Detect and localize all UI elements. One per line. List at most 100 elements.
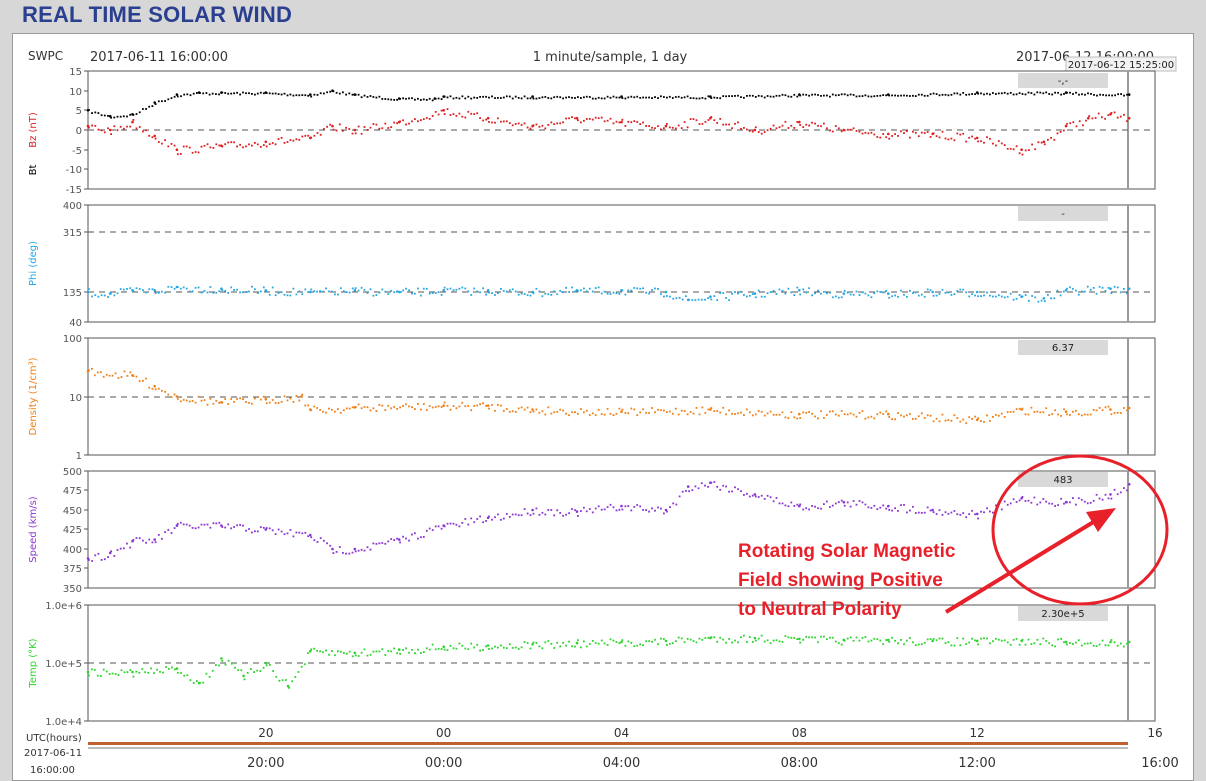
phi-data-point: [289, 294, 292, 297]
temp-data-point: [923, 642, 926, 644]
bz-bt-data-point: [648, 96, 650, 99]
bz-bt-data-point: [689, 118, 692, 120]
phi-data-point: [353, 289, 357, 292]
speed-data-point: [906, 511, 908, 514]
bz-bt-data-point: [674, 96, 677, 98]
bz-bt-data-point: [867, 132, 870, 135]
temp-data-point: [550, 642, 553, 645]
bz-bt-data-point: [353, 93, 357, 96]
temp-data-point: [603, 642, 606, 645]
temp-data-point: [980, 637, 982, 640]
bz-bt-data-point: [452, 97, 455, 100]
phi-data-point: [885, 290, 888, 292]
temp-data-point: [286, 684, 290, 688]
speed-data-point: [434, 525, 437, 528]
bz-bt-data-point: [556, 95, 559, 98]
speed-data-point: [366, 546, 369, 549]
density-data-point: [164, 390, 166, 393]
phi-data-point: [751, 293, 754, 295]
speed-data-point: [950, 511, 953, 514]
speed-data-point: [1006, 503, 1009, 506]
bz-bt-data-point: [971, 135, 973, 138]
density-data-point: [680, 409, 683, 412]
phi-data-point: [772, 289, 775, 292]
phi-data-point: [556, 293, 559, 296]
speed-data-point: [335, 551, 338, 553]
speed-data-point: [879, 506, 882, 509]
speed-data-point: [1018, 499, 1021, 502]
temp-data-point: [1095, 645, 1098, 648]
phi-data-point: [348, 291, 351, 294]
speed-data-point: [1024, 500, 1027, 502]
density-data-point: [517, 407, 520, 410]
density-data-point: [126, 375, 129, 377]
temp-data-point: [291, 680, 293, 683]
bz-bt-data-point: [393, 99, 396, 101]
annotation-line-2: Field showing Positive: [738, 570, 943, 591]
phi-data-point: [867, 294, 870, 297]
speed-data-point: [900, 504, 902, 506]
phi-ylabel: Phi (deg): [28, 241, 39, 286]
speed-ytick-label: 475: [63, 486, 82, 497]
phi-data-point: [420, 294, 422, 297]
phi-data-point: [148, 288, 151, 291]
temp-data-point: [1064, 640, 1068, 644]
bz-bt-data-point: [138, 111, 141, 114]
bz-bt-data-point: [674, 127, 677, 130]
phi-data-point: [417, 287, 419, 290]
temp-data-point: [861, 637, 864, 639]
bz-bt-data-point: [414, 118, 416, 120]
bz-bt-data-point: [947, 94, 950, 97]
density-data-point: [900, 414, 902, 417]
bz-bt-data-point: [660, 95, 662, 98]
speed-data-point: [651, 507, 653, 510]
bz-bt-data-point: [251, 93, 253, 95]
speed-data-point: [1042, 498, 1045, 500]
bz-bt-data-point: [417, 97, 419, 100]
bz-bt-data-point: [532, 97, 535, 100]
speed-data-point: [775, 497, 778, 499]
phi-data-point: [965, 291, 968, 294]
density-data-point: [262, 395, 265, 398]
temp-data-point: [1110, 639, 1113, 641]
density-data-point: [245, 401, 247, 403]
bz-bt-data-point: [935, 135, 938, 137]
annotation: Rotating Solar Magnetic Field showing Po…: [738, 454, 1169, 620]
speed-data-point: [846, 501, 849, 504]
bz-bt-data-point: [920, 131, 923, 134]
speed-data-point: [575, 510, 579, 513]
temp-data-point: [642, 644, 644, 647]
density-data-point: [470, 409, 473, 412]
bz-bt-data-point: [867, 95, 870, 98]
bz-bt-data-point: [135, 113, 138, 115]
temp-data-point: [926, 638, 929, 641]
temp-data-point: [123, 671, 126, 674]
speed-data-point: [681, 490, 684, 493]
speed-data-point: [1083, 500, 1086, 503]
temp-data-point: [408, 651, 410, 654]
speed-data-point: [91, 560, 93, 562]
bz-bt-data-point: [220, 91, 223, 94]
speed-plot-area: [87, 470, 1156, 589]
bz-bt-data-point: [414, 98, 416, 101]
density-data-point: [215, 399, 218, 402]
speed-data-point: [461, 522, 464, 524]
speed-data-point: [520, 514, 523, 517]
bz-bt-data-point: [230, 92, 233, 95]
bz-bt-data-point: [331, 89, 334, 92]
bz-bt-data-point: [870, 95, 873, 98]
temp-data-point: [393, 647, 396, 650]
speed-data-point: [116, 549, 119, 551]
phi-data-point: [713, 295, 716, 297]
phi-data-point: [86, 290, 90, 294]
density-data-point: [870, 415, 873, 418]
speed-data-point: [108, 551, 112, 555]
speed-data-point: [834, 502, 837, 505]
temp-data-point: [541, 647, 544, 650]
temp-data-point: [1098, 643, 1101, 646]
bz-bt-data-point: [657, 97, 659, 99]
speed-data-point: [1051, 502, 1054, 505]
speed-data-point: [151, 541, 154, 544]
temp-data-point: [1036, 638, 1039, 641]
bz-bt-data-point: [1126, 120, 1128, 122]
